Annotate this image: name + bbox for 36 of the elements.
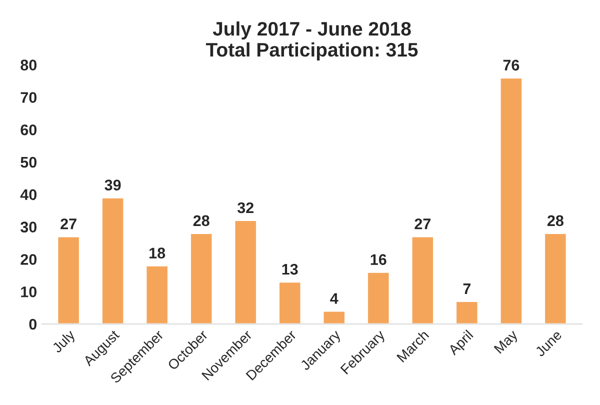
data-label: 27 (60, 218, 76, 230)
chart-title: July 2017 - June 2018 Total Participation: 315 (206, 21, 418, 60)
bar (322, 310, 346, 324)
data-label: 27 (414, 218, 430, 230)
bar (56, 236, 80, 324)
y-tick-label: 70 (20, 92, 37, 103)
bar (544, 232, 568, 324)
data-label: 18 (150, 248, 166, 258)
bar (278, 281, 302, 324)
x-tick-label: July (51, 328, 78, 356)
data-label: 16 (370, 254, 386, 265)
y-tick-label: 0 (29, 318, 37, 330)
y-tick-label: 10 (21, 286, 37, 298)
bar (410, 236, 434, 324)
y-tick-label: 30 (20, 222, 37, 233)
bar (145, 264, 169, 324)
data-label: 13 (282, 264, 298, 275)
data-label: 28 (547, 215, 564, 226)
data-label: 7 (463, 283, 470, 294)
data-label: 32 (237, 202, 254, 214)
bar (366, 271, 390, 324)
x-tick-label: May (494, 329, 520, 356)
data-label: 39 (104, 180, 121, 190)
bar (234, 220, 258, 324)
data-label: 4 (330, 293, 338, 304)
y-tick-label: 20 (20, 254, 37, 265)
bar (455, 300, 479, 324)
data-label: 28 (193, 215, 210, 226)
bar (101, 196, 125, 324)
y-tick-label: 60 (20, 124, 37, 136)
data-label: 76 (503, 60, 520, 71)
y-tick-label: 50 (20, 156, 37, 168)
y-tick-label: 40 (20, 189, 37, 200)
bar (499, 77, 523, 324)
y-tick-label: 80 (20, 60, 37, 70)
bar (190, 232, 214, 324)
